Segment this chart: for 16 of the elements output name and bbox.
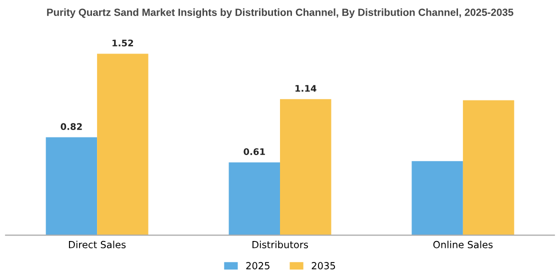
data-label: 0.61 bbox=[244, 148, 265, 156]
data-label: 1.52 bbox=[112, 40, 134, 46]
legend-label: 2035 bbox=[312, 262, 336, 270]
chart-title: Purity Quartz Sand Market Insights by Distribution Channel, By Distribution Channel, 2025-2035 bbox=[47, 8, 514, 18]
legend-label: 2025 bbox=[246, 262, 270, 270]
bar bbox=[228, 162, 280, 236]
bar bbox=[412, 161, 463, 236]
x-tick-label: Direct Sales bbox=[68, 240, 126, 248]
bar bbox=[46, 137, 98, 236]
data-label: 0.82 bbox=[60, 123, 82, 130]
bar bbox=[280, 99, 332, 236]
bar bbox=[462, 100, 514, 236]
data-label: 1.14 bbox=[295, 85, 316, 92]
x-tick-label: Distributors bbox=[252, 240, 308, 248]
x-tick-label: Online Sales bbox=[433, 240, 493, 248]
bar bbox=[97, 54, 148, 236]
